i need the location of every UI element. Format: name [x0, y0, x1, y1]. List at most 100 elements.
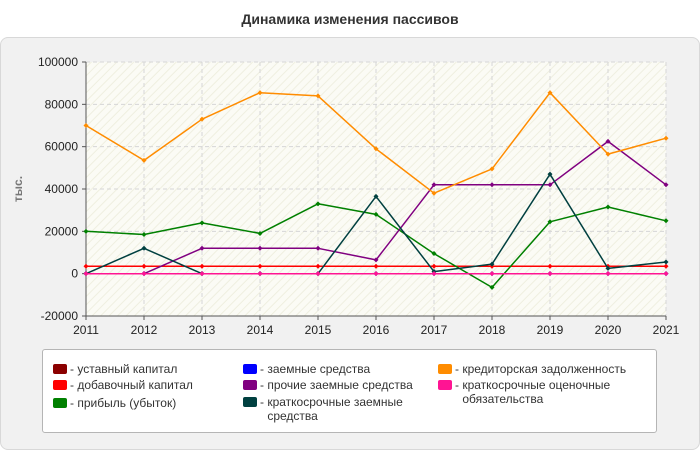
data-point [489, 284, 495, 290]
data-point [83, 271, 89, 277]
legend-label: уставный капитал [77, 362, 178, 376]
data-point [663, 135, 669, 141]
chart-title: Динамика изменения пассивов [241, 11, 459, 27]
data-point [373, 263, 379, 269]
data-point [489, 261, 495, 267]
data-point [431, 263, 437, 269]
data-point [663, 271, 669, 277]
data-point [605, 271, 611, 277]
legend-label: кредиторская задолженность [462, 362, 627, 376]
data-point [489, 182, 495, 188]
data-point [315, 245, 321, 251]
y-tick-label: -20000 [41, 309, 79, 323]
x-tick-label: 2019 [537, 323, 564, 337]
legend-label: заемные средства [267, 362, 371, 376]
data-point [605, 151, 611, 157]
data-point [257, 271, 263, 277]
y-axis-label: тыс. [11, 176, 25, 202]
x-tick-label: 2015 [305, 323, 332, 337]
legend-swatch [243, 397, 257, 407]
data-point [257, 245, 263, 251]
data-point [663, 263, 669, 269]
legend-swatch [53, 380, 67, 390]
data-point [373, 211, 379, 217]
data-point [315, 201, 321, 207]
legend-item-kreditorskaya: - кредиторская задолженность [438, 362, 626, 376]
x-tick-label: 2014 [247, 323, 274, 337]
data-point [547, 171, 553, 177]
data-point [315, 263, 321, 269]
legend-item-zaemnye-sredstva: - заемные средства [243, 362, 370, 376]
data-point [199, 116, 205, 122]
legend-label: прибыль (убыток) [77, 396, 177, 410]
data-point [431, 182, 437, 188]
data-point [605, 265, 611, 271]
legend-swatch [53, 364, 67, 374]
data-point [547, 263, 553, 269]
data-point [199, 245, 205, 251]
legend-swatch [438, 364, 452, 374]
legend-item-ocenochnye: - краткосрочные оценочные обязательства [438, 378, 653, 406]
data-point [547, 182, 553, 188]
legend-item-dobavochnyi-kapital: - добавочный капитал [53, 378, 193, 392]
data-point [373, 257, 379, 263]
x-tick-label: 2011 [73, 323, 99, 337]
data-point [373, 271, 379, 277]
legend-label: прочие заемные средства [267, 378, 413, 392]
x-tick-label: 2017 [421, 323, 448, 337]
data-point [141, 157, 147, 163]
data-point [83, 263, 89, 269]
y-tick-label: 60000 [45, 140, 79, 154]
legend-item-prochie-zaemnye: - прочие заемные средства [243, 378, 413, 392]
legend-item-ustavnyi-kapital: - уставный капитал [53, 362, 177, 376]
data-point [373, 146, 379, 152]
data-point [489, 271, 495, 277]
legend-swatch [53, 398, 67, 408]
data-point [315, 271, 321, 277]
legend-label: краткосрочные оценочные обязательства [462, 378, 611, 406]
data-point [199, 220, 205, 226]
data-point [257, 263, 263, 269]
data-point [547, 219, 553, 225]
legend-item-kratkosrochnye-zaemnye: - краткосрочные заемные средства [243, 395, 433, 423]
data-point [663, 182, 669, 188]
y-tick-label: 20000 [45, 224, 79, 238]
data-point [431, 251, 437, 257]
data-point [141, 263, 147, 269]
data-point [431, 190, 437, 196]
legend-swatch [438, 380, 452, 390]
x-tick-label: 2018 [479, 323, 506, 337]
x-tick-label: 2020 [595, 323, 622, 337]
data-point [257, 90, 263, 96]
data-point [373, 193, 379, 199]
data-point [547, 90, 553, 96]
legend-item-pribyl: - прибыль (убыток) [53, 396, 176, 410]
data-point [547, 271, 553, 277]
legend-swatch [243, 364, 257, 374]
data-point [199, 263, 205, 269]
data-point [663, 259, 669, 265]
y-tick-label: 0 [71, 267, 78, 281]
data-point [141, 245, 147, 251]
y-tick-label: 100000 [38, 55, 78, 69]
data-point [663, 218, 669, 224]
data-point [141, 271, 147, 277]
data-point [605, 204, 611, 210]
x-tick-label: 2012 [131, 323, 158, 337]
data-point [199, 271, 205, 277]
data-point [605, 138, 611, 144]
data-point [141, 232, 147, 238]
y-tick-label: 40000 [45, 182, 79, 196]
data-point [83, 123, 89, 128]
y-tick-label: 80000 [45, 97, 79, 111]
data-point [315, 93, 321, 99]
legend-label: краткосрочные заемные средства [267, 395, 403, 423]
x-tick-label: 2016 [363, 323, 390, 337]
data-point [489, 166, 495, 172]
legend-swatch [243, 380, 257, 390]
data-point [257, 230, 263, 236]
data-point [431, 271, 437, 277]
x-tick-label: 2021 [653, 323, 680, 337]
x-tick-label: 2013 [189, 323, 216, 337]
